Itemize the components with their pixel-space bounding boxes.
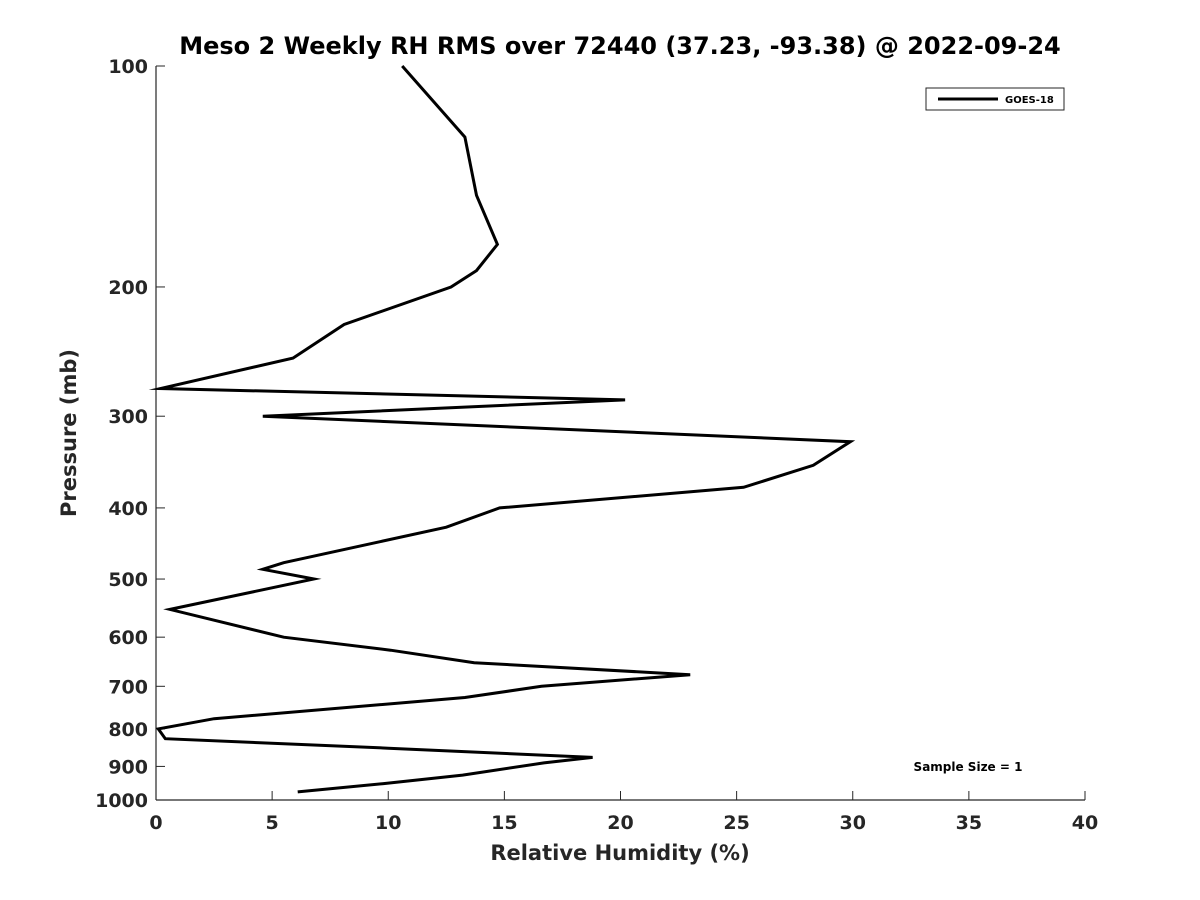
axes: 0 5 10 15 20 25 30 35 40 100 200 300 400 500 600 700 800… (95, 56, 1098, 834)
x-axis-label: Relative Humidity (%) (490, 841, 749, 865)
plot-lines (148, 65, 856, 794)
y-tick-label-500: 500 (108, 569, 148, 591)
y-tick-label-900: 900 (108, 756, 148, 778)
x-tick-label-15: 15 (491, 812, 517, 834)
sample-size-annotation: Sample Size = 1 (914, 760, 1023, 774)
x-tick-label-25: 25 (723, 812, 749, 834)
x-tick-label-30: 30 (840, 812, 866, 834)
x-tick-label-35: 35 (956, 812, 982, 834)
x-tick-label-5: 5 (266, 812, 279, 834)
y-tick-label-200: 200 (108, 277, 148, 299)
legend: GOES-18 (925, 87, 1065, 111)
y-tick-label-400: 400 (108, 498, 148, 520)
legend-label-goes-18: GOES-18 (1005, 95, 1054, 106)
y-tick-label-100: 100 (108, 56, 148, 78)
x-tick-label-40: 40 (1072, 812, 1098, 834)
y-tick-label-800: 800 (108, 719, 148, 741)
y-tick-label-300: 300 (108, 406, 148, 428)
y-axis-label: Pressure (mb) (57, 349, 81, 517)
x-tick-label-0: 0 (149, 812, 162, 834)
y-tick-label-600: 600 (108, 627, 148, 649)
chart-title: Meso 2 Weekly RH RMS over 72440 (37.23, … (179, 32, 1061, 60)
series-line-goes-18 (148, 65, 856, 794)
x-tick-label-20: 20 (607, 812, 633, 834)
y-tick-label-1000: 1000 (95, 790, 148, 812)
y-tick-label-700: 700 (108, 676, 148, 698)
x-tick-label-10: 10 (375, 812, 401, 834)
